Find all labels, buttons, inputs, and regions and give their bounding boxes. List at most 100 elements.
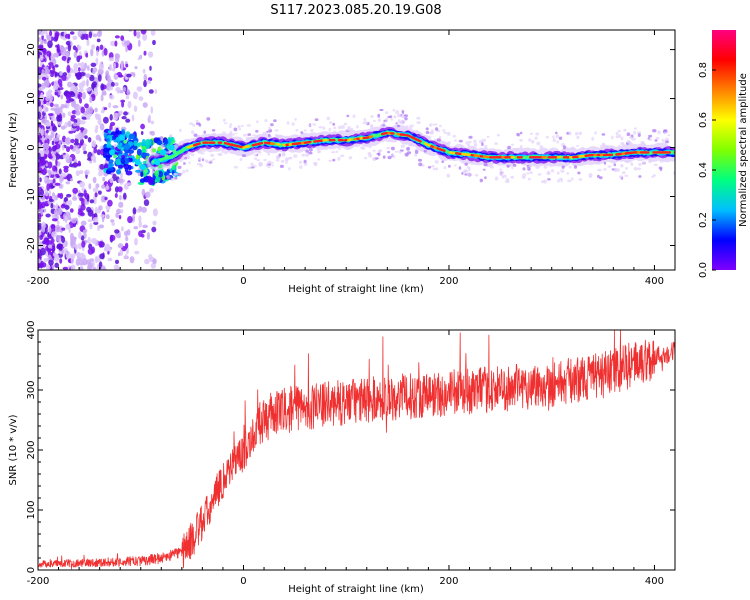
colorbar: 0.0 0.2 0.4 0.6 0.8 Normalized spectral ampl… bbox=[698, 30, 749, 278]
ridge-halo-speck bbox=[613, 167, 618, 170]
noise-speck bbox=[90, 155, 97, 161]
ridge-halo-speck bbox=[390, 153, 395, 156]
noise-speck bbox=[53, 30, 57, 33]
ridge-halo-speck bbox=[387, 155, 392, 160]
colorbar-bar bbox=[712, 30, 736, 270]
noise-speck bbox=[101, 92, 107, 96]
ridge-halo-speck bbox=[481, 138, 487, 142]
ridge-halo-speck bbox=[183, 162, 186, 165]
noise-speck bbox=[38, 66, 42, 70]
spectrogram-ytick-label: 0 bbox=[26, 144, 37, 150]
noise-speck bbox=[65, 153, 70, 160]
noise-speck bbox=[75, 258, 80, 266]
noise-speck bbox=[48, 259, 54, 266]
noise-speck bbox=[121, 101, 125, 108]
ridge-halo-speck bbox=[661, 138, 665, 142]
noise-speck bbox=[38, 224, 42, 231]
noise-speck bbox=[141, 229, 146, 234]
noise-speck bbox=[103, 116, 109, 124]
ridge-halo-speck bbox=[329, 121, 333, 124]
noise-speck bbox=[55, 158, 58, 166]
ridge-halo-speck bbox=[653, 163, 658, 167]
noise-speck bbox=[143, 199, 150, 207]
noise-speck bbox=[71, 218, 77, 224]
noise-speck bbox=[125, 63, 129, 68]
noise-speck bbox=[74, 243, 78, 251]
noise-speck bbox=[48, 189, 51, 197]
spectrogram-xtick-label: 200 bbox=[439, 276, 458, 287]
colorbar-tick-label: 0.2 bbox=[698, 212, 709, 228]
ridge-halo-speck bbox=[640, 140, 645, 144]
ridge-halo-speck bbox=[620, 141, 625, 146]
noise-speck bbox=[41, 201, 46, 209]
noise-speck bbox=[142, 68, 146, 74]
noise-speck bbox=[136, 31, 141, 39]
noise-speck bbox=[82, 258, 88, 266]
noise-speck bbox=[69, 31, 75, 35]
noise-speck bbox=[58, 168, 62, 175]
ridge-halo-speck bbox=[337, 156, 341, 161]
ridge-halo-speck bbox=[185, 169, 189, 173]
ridge-halo-speck bbox=[425, 130, 430, 135]
ridge-halo-speck bbox=[303, 162, 308, 166]
noise-speck bbox=[44, 238, 50, 246]
noise-speck bbox=[93, 87, 98, 92]
noise-speck bbox=[86, 87, 92, 92]
ridge-halo-speck bbox=[211, 133, 216, 137]
ridge-halo-speck bbox=[293, 154, 298, 158]
ridge-halo-speck bbox=[528, 165, 533, 168]
cluster-speck bbox=[143, 152, 150, 157]
ridge-halo-speck bbox=[205, 160, 210, 164]
noise-speck bbox=[112, 105, 119, 109]
ridge-halo-speck bbox=[428, 135, 432, 139]
noise-speck bbox=[140, 131, 144, 135]
noise-speck bbox=[113, 62, 116, 69]
snr-plot-area bbox=[38, 330, 675, 570]
noise-speck bbox=[88, 243, 93, 250]
noise-speck bbox=[144, 258, 150, 265]
ridge-halo-speck bbox=[264, 119, 268, 123]
noise-speck bbox=[90, 62, 97, 67]
ridge-halo-speck bbox=[505, 178, 510, 182]
noise-speck bbox=[98, 240, 103, 248]
ridge-halo-speck bbox=[347, 126, 352, 130]
noise-speck bbox=[117, 74, 124, 78]
ridge-halo-speck bbox=[414, 150, 419, 154]
noise-speck bbox=[125, 76, 129, 80]
ridge-halo-speck bbox=[547, 178, 551, 181]
noise-speck bbox=[48, 113, 54, 117]
noise-speck bbox=[63, 104, 68, 108]
noise-speck bbox=[52, 83, 59, 91]
ridge-halo-speck bbox=[203, 130, 206, 134]
noise-speck bbox=[140, 234, 145, 238]
noise-speck bbox=[109, 114, 113, 121]
noise-speck bbox=[46, 34, 51, 41]
ridge-halo-speck bbox=[397, 113, 402, 118]
ridge-halo-speck bbox=[588, 175, 592, 179]
ridge-halo-speck bbox=[519, 131, 523, 135]
noise-speck bbox=[85, 113, 91, 120]
cluster-speck bbox=[141, 138, 146, 145]
ridge-halo-speck bbox=[263, 158, 267, 162]
noise-speck bbox=[55, 153, 61, 160]
noise-speck bbox=[85, 73, 91, 78]
ridge-halo-speck bbox=[452, 135, 457, 138]
noise-speck bbox=[75, 134, 81, 140]
ridge-halo-speck bbox=[256, 159, 260, 162]
noise-speck bbox=[59, 45, 63, 49]
ridge-core-segment bbox=[424, 142, 429, 146]
ridge-halo-speck bbox=[195, 119, 199, 123]
noise-speck bbox=[51, 64, 55, 69]
noise-speck bbox=[108, 57, 115, 62]
cluster-speck bbox=[133, 140, 138, 147]
cluster-speck bbox=[106, 138, 110, 142]
noise-speck bbox=[67, 120, 72, 128]
noise-speck bbox=[115, 212, 119, 218]
ridge-halo-speck bbox=[257, 150, 262, 154]
ridge-halo-speck bbox=[621, 171, 626, 175]
noise-speck bbox=[51, 140, 55, 146]
ridge-halo-speck bbox=[395, 110, 400, 115]
ridge-halo-speck bbox=[588, 173, 593, 177]
noise-speck bbox=[79, 181, 85, 188]
ridge-halo-speck bbox=[364, 156, 368, 160]
